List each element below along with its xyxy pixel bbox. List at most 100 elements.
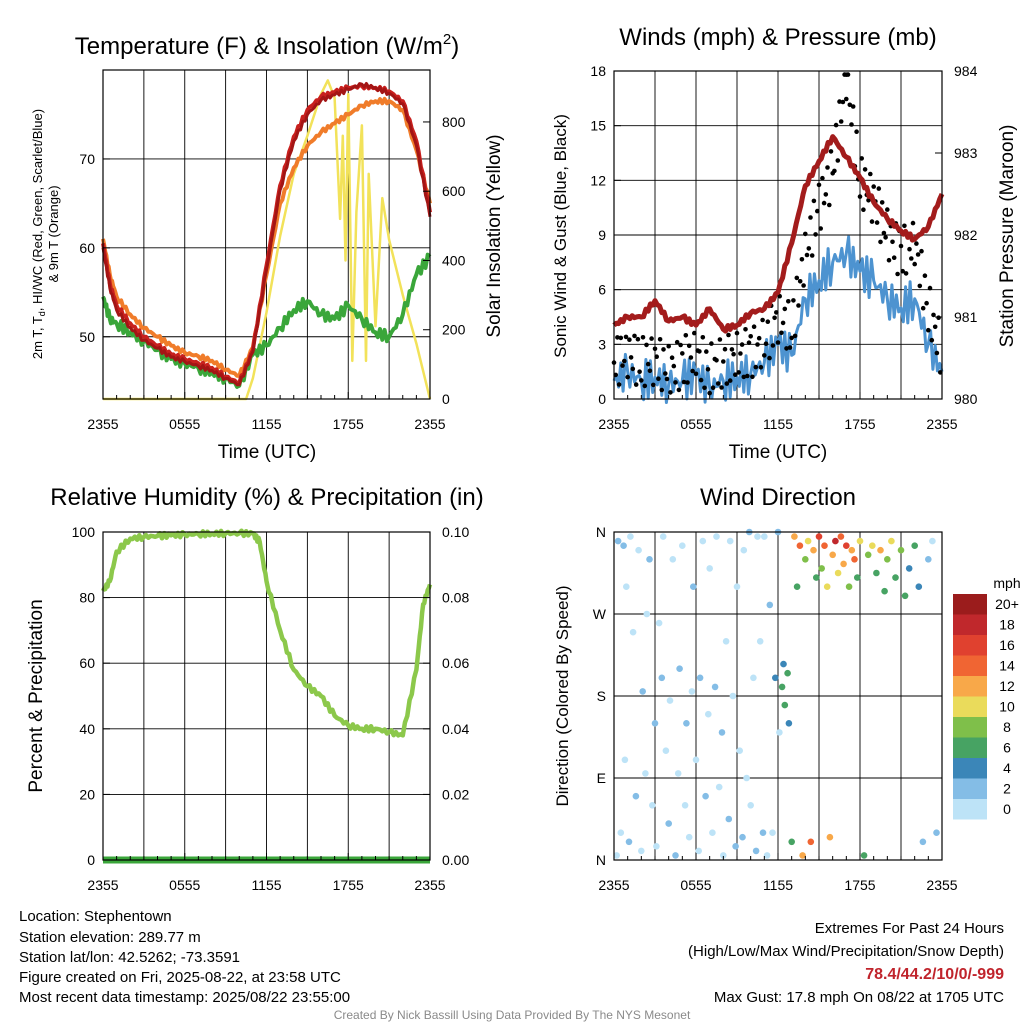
direction-point (720, 852, 727, 859)
gust-point (799, 257, 805, 262)
precip-ytick-label: 0.00 (442, 852, 469, 868)
direction-point (892, 574, 899, 581)
direction-point (674, 770, 682, 777)
colorbar-label: 8 (1003, 719, 1011, 735)
gust-point (623, 334, 629, 340)
gust-point (844, 96, 849, 102)
gust-point (809, 253, 815, 258)
humidity-xtick-label: 2355 (414, 877, 445, 893)
gust-point (787, 345, 793, 350)
gust-point (628, 355, 634, 360)
gust-point (719, 385, 724, 390)
winds-ytick-label: 3 (598, 336, 606, 352)
gust-point (685, 380, 690, 385)
winds-ticks: 2355 0555 1155 1755 2355 0 3 6 9 12 15 18 980 981 982 9… (590, 63, 977, 432)
gust-point (659, 387, 665, 393)
gust-point (820, 175, 825, 181)
gust-point (767, 355, 772, 361)
direction-title: Wind Direction (700, 484, 856, 511)
gust-point (731, 351, 736, 357)
gust-point (797, 279, 803, 284)
direction-point (613, 852, 620, 859)
winds-pressure-ytick-label: 982 (954, 227, 978, 243)
gust-point (883, 235, 888, 240)
gust-point (804, 252, 810, 258)
gust-point (811, 198, 817, 204)
gust-point (681, 379, 687, 385)
colorbar-swatch (953, 655, 987, 676)
direction-ytick-label: E (597, 770, 606, 786)
temperature-xtick-label: 1155 (251, 416, 281, 432)
winds-xlabel: Time (UTC) (729, 442, 828, 463)
direction-point (911, 542, 918, 549)
winds-ytick-label: 18 (590, 63, 606, 79)
direction-point (676, 665, 683, 672)
direction-ytick-label: N (596, 524, 606, 540)
precip-ytick-label: 0.10 (442, 524, 469, 540)
footer-latlon: Station lat/lon: 42.5262; -73.3591 (19, 949, 240, 966)
direction-point (702, 792, 709, 800)
humidity-ticks: 2355 0555 1155 1755 2355 0 20 40 60 80 100 0.00 0.02… (72, 524, 470, 893)
gust-point (620, 363, 625, 368)
gust-point (912, 261, 917, 267)
direction-ytick-label: W (593, 606, 607, 622)
colorbar-label: 16 (999, 637, 1015, 653)
gust-point (885, 207, 890, 212)
colorbar-title: mph (993, 575, 1020, 591)
gust-point (917, 283, 923, 289)
gust-point (750, 374, 755, 380)
temperature-xlabel: Time (UTC) (218, 442, 317, 463)
humidity-ytick-label: 20 (79, 786, 95, 802)
gust-point (664, 376, 670, 382)
gust-point (813, 232, 818, 237)
pressure-line (612, 134, 945, 334)
direction-point (642, 770, 649, 777)
gust-point (762, 353, 767, 358)
colorbar-label: 20+ (995, 596, 1019, 612)
direction-xtick-label: 2355 (598, 877, 629, 893)
direction-point (706, 565, 713, 572)
direction-point (826, 833, 834, 841)
humidity-ylabel-left: Percent & Precipitation (26, 599, 47, 792)
gust-point (821, 200, 827, 206)
gust-point (642, 383, 648, 389)
direction-point (679, 542, 686, 549)
direction-point (791, 533, 798, 540)
temperature-ytick-label: 60 (79, 240, 95, 256)
gust-point (755, 342, 760, 347)
gust-point (683, 333, 689, 338)
direction-point (763, 852, 771, 859)
direction-point (832, 537, 839, 545)
gust-point (673, 380, 678, 385)
direction-point (813, 574, 820, 581)
gust-point (666, 343, 671, 349)
gust-point (861, 207, 866, 212)
gust-point (866, 198, 871, 203)
direction-point (881, 587, 888, 595)
direction-point (810, 546, 817, 554)
gust-point (779, 330, 784, 336)
gust-point (796, 303, 801, 308)
gust-point (753, 364, 759, 370)
gust-point (903, 271, 909, 276)
colorbar-label: 4 (1003, 760, 1011, 776)
colorbar-label: 12 (999, 678, 1015, 694)
direction-point (785, 720, 793, 727)
gust-point (833, 122, 839, 128)
gust-point (625, 374, 630, 380)
gust-point (647, 368, 653, 374)
humidity-panel: Relative Humidity (%) & Precipitation (i… (26, 484, 484, 893)
gust-point (835, 158, 841, 163)
gust-point (700, 335, 706, 340)
colorbar-swatch (953, 614, 987, 635)
direction-point (711, 683, 719, 691)
gust-point (657, 337, 663, 342)
direction-point (655, 619, 663, 627)
humidity-line (100, 528, 433, 738)
gust-point (890, 239, 895, 245)
gust-point (770, 343, 776, 348)
gust-point (615, 335, 620, 340)
humidity-xtick-label: 1755 (333, 877, 364, 893)
gust-point (702, 385, 707, 391)
gust-point (886, 257, 892, 263)
